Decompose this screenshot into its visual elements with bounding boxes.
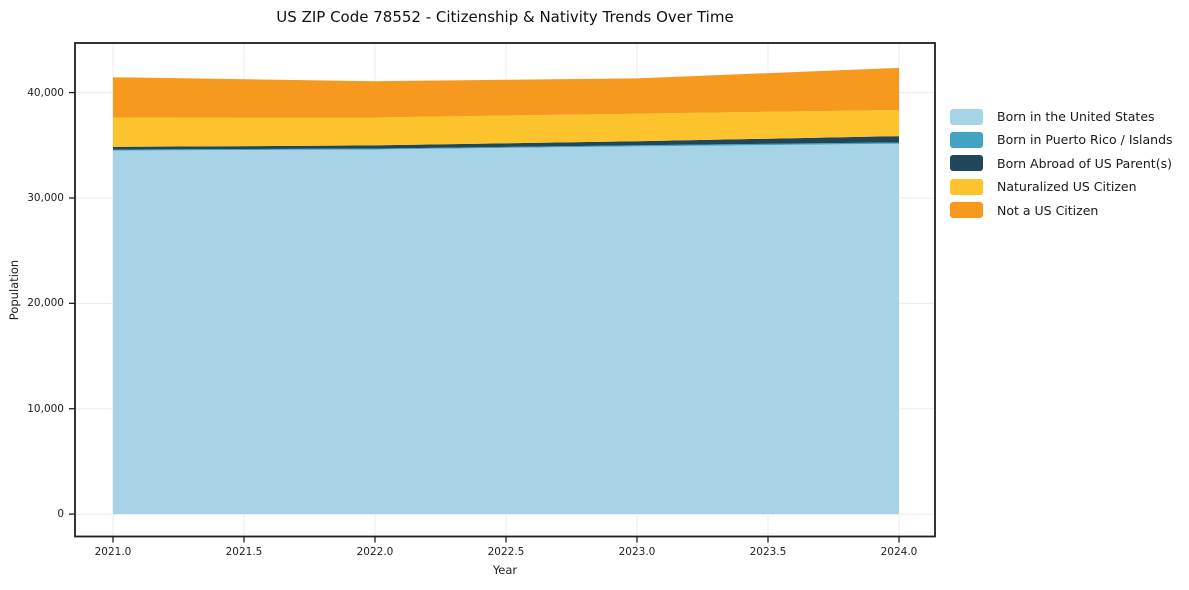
legend-swatch: [950, 108, 983, 125]
x-axis-label: Year: [492, 563, 518, 577]
legend-label: Not a US Citizen: [997, 202, 1099, 218]
y-tick-label: 10,000: [27, 402, 64, 415]
legend-item: Born in the United States: [950, 108, 1155, 125]
legend-label: Born Abroad of US Parent(s): [997, 155, 1172, 171]
x-tick-label: 2021.0: [94, 546, 132, 558]
x-tick-label: 2024.0: [880, 546, 918, 558]
legend-item: Not a US Citizen: [950, 202, 1099, 219]
legend-swatch: [950, 202, 983, 219]
x-tick-label: 2022.5: [487, 546, 525, 558]
legend-swatch: [950, 131, 983, 148]
area-series-1: [113, 142, 899, 151]
plot-frame: [74, 42, 936, 538]
y-tick-label: 40,000: [27, 86, 64, 99]
y-tick-label: 0: [57, 508, 64, 521]
x-tick-label: 2022.0: [356, 546, 394, 558]
chart-title: US ZIP Code 78552 - Citizenship & Nativi…: [276, 8, 734, 26]
legend-label: Born in the United States: [997, 109, 1155, 124]
legend-item: Born Abroad of US Parent(s): [950, 155, 1172, 172]
legend-label: Born in Puerto Rico / Islands: [997, 132, 1173, 148]
legend-item: Naturalized US Citizen: [950, 178, 1137, 195]
y-tick-label: 30,000: [27, 191, 64, 204]
x-tick-label: 2023.5: [749, 546, 787, 558]
legend-swatch: [950, 178, 983, 195]
x-tick-label: 2023.0: [618, 546, 656, 558]
y-tick-label: 20,000: [27, 297, 64, 310]
legend-item: Born in Puerto Rico / Islands: [950, 131, 1173, 148]
area-series-4: [113, 67, 899, 118]
area-series-3: [113, 109, 899, 147]
area-series-0: [113, 143, 899, 515]
legend-label: Naturalized US Citizen: [997, 179, 1137, 195]
x-tick-label: 2021.5: [225, 546, 263, 558]
area-series-2: [113, 136, 899, 150]
legend-swatch: [950, 155, 983, 172]
